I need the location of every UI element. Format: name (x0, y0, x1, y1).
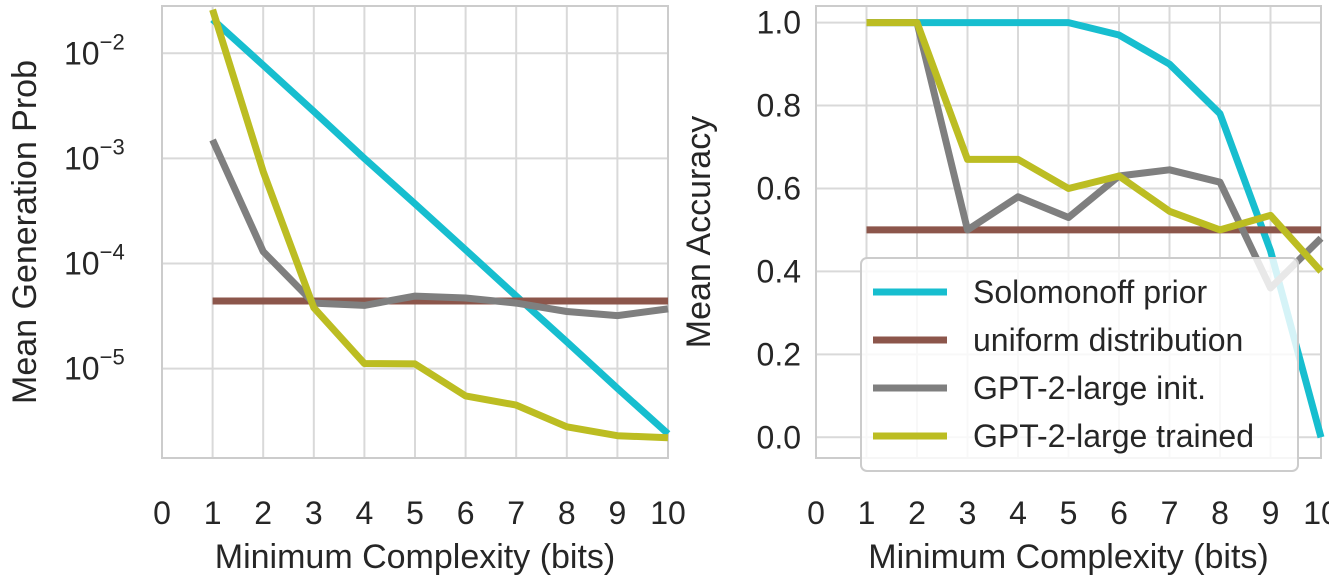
y-tick-label: 0.6 (757, 170, 801, 206)
series-lines (866, 19, 1325, 439)
legend-item-uniform: uniform distribution (873, 322, 1243, 358)
series-line-gpt-init (209, 138, 669, 320)
x-tick-label: 0 (153, 495, 171, 531)
x-tick-label: 4 (356, 495, 374, 531)
series-line-gpt-trained (209, 8, 669, 442)
x-tick-label: 2 (908, 495, 926, 531)
x-tick-label: 9 (1262, 495, 1280, 531)
legend-label-gpt-trained: GPT-2-large trained (973, 418, 1254, 454)
x-tick-label: 7 (507, 495, 525, 531)
x-tick-label: 5 (1060, 495, 1078, 531)
y-tick-label: 0.4 (757, 253, 801, 289)
y-tick-label: 1.0 (757, 5, 801, 41)
legend-label-solomonoff: Solomonoff prior (973, 274, 1208, 310)
x-axis-label: Minimum Complexity (bits) (215, 538, 616, 576)
x-tick-label: 1 (204, 495, 222, 531)
y-tick-label: 0.2 (757, 336, 801, 372)
x-tick-label: 3 (305, 495, 323, 531)
x-tick-label: 10 (1303, 495, 1329, 531)
series-line-gpt-init (866, 19, 1324, 292)
legend-label-uniform: uniform distribution (973, 322, 1243, 358)
gridlines (161, 6, 669, 458)
y-tick-label: 0.0 (757, 419, 801, 455)
x-tick-label: 8 (1211, 495, 1229, 531)
x-tick-label: 8 (558, 495, 576, 531)
y-tick-labels: 0.0 0.2 0.4 0.6 0.8 1.0 (757, 5, 801, 456)
x-tick-label: 1 (858, 495, 876, 531)
y-tick-label: 10−4 (64, 240, 125, 282)
x-tick-label: 9 (609, 495, 627, 531)
x-tick-label: 5 (406, 495, 424, 531)
left-chart-generation-prob: 0 1 2 3 4 5 6 7 8 9 10 10−2 10−3 10−4 10−5 Minimum Comp… (6, 5, 686, 576)
legend-item-gpt-init: GPT-2-large init. (873, 370, 1206, 406)
x-axis-label: Minimum Complexity (bits) (868, 538, 1269, 576)
x-tick-label: 6 (457, 495, 475, 531)
y-tick-label: 0.8 (757, 88, 801, 124)
legend: Solomonoff prior uniform distribution GPT-… (860, 257, 1299, 472)
x-tick-label: 7 (1161, 495, 1179, 531)
series-lines (209, 8, 671, 442)
series-line-gpt-trained (866, 19, 1324, 274)
legend-item-solomonoff: Solomonoff prior (873, 274, 1208, 310)
x-tick-label: 0 (807, 495, 825, 531)
y-axis-label: Mean Accuracy (680, 116, 718, 348)
y-tick-label: 10−2 (64, 29, 125, 71)
x-tick-label: 2 (254, 495, 272, 531)
series-line-solomonoff (210, 16, 671, 437)
plot-frame (161, 5, 669, 459)
legend-box (860, 257, 1299, 472)
legend-item-gpt-trained: GPT-2-large trained (873, 418, 1254, 454)
x-tick-label: 4 (1009, 495, 1027, 531)
legend-label-gpt-init: GPT-2-large init. (973, 370, 1206, 406)
x-tick-label: 3 (959, 495, 977, 531)
y-axis-label: Mean Generation Prob (6, 60, 44, 404)
y-tick-label: 10−5 (64, 345, 125, 387)
x-tick-label: 10 (650, 495, 686, 531)
y-tick-label: 10−3 (64, 134, 125, 176)
series-line-solomonoff (866, 19, 1325, 439)
x-tick-label: 6 (1110, 495, 1128, 531)
y-tick-labels: 10−2 10−3 10−4 10−5 (64, 29, 125, 386)
